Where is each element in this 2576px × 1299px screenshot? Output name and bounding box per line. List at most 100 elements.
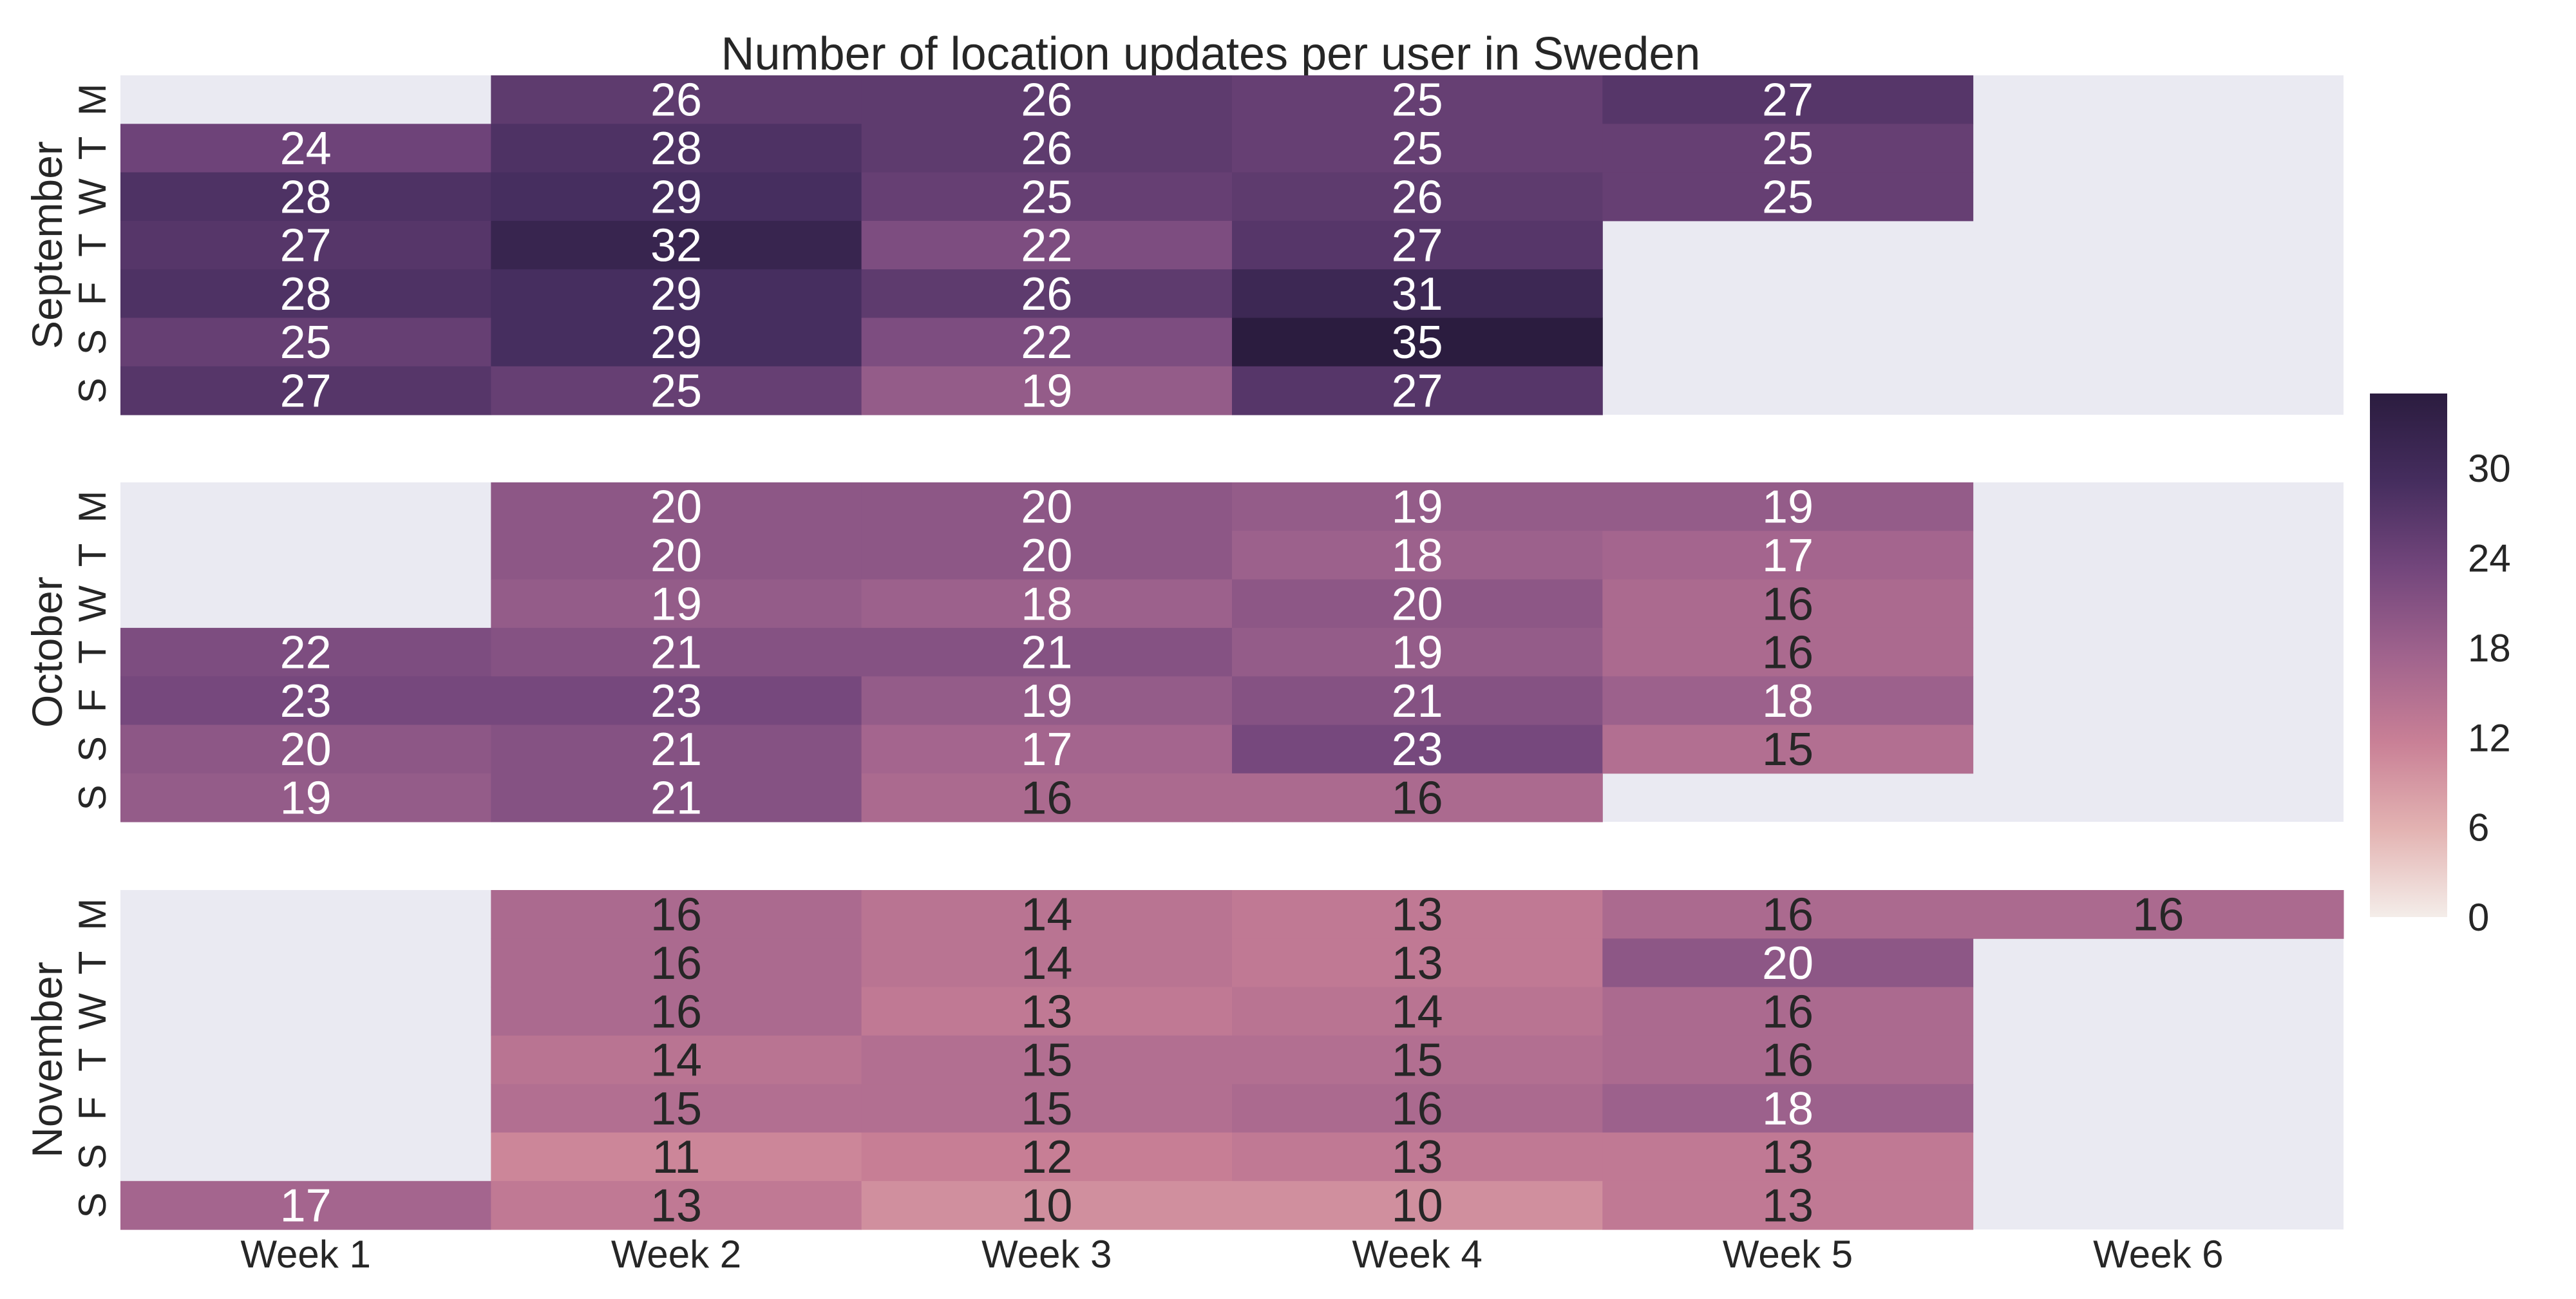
heatmap-cell xyxy=(1232,1035,1603,1085)
cell-value-label: 16 xyxy=(650,889,702,941)
cell-value-label: 26 xyxy=(650,75,702,126)
day-label: W xyxy=(71,993,114,1030)
heatmap-cell xyxy=(491,1132,862,1182)
heatmap-cell xyxy=(1602,124,1974,173)
heatmap-cell xyxy=(861,938,1233,988)
heatmap-cell xyxy=(491,725,862,774)
heatmap-cell xyxy=(1232,938,1603,988)
cell-value-label: 27 xyxy=(280,365,332,417)
heatmap-cell xyxy=(1973,890,2344,939)
heatmap-cell xyxy=(491,1084,862,1133)
cell-value-label: 28 xyxy=(280,269,332,320)
heatmap-cell xyxy=(491,579,862,629)
day-label: S xyxy=(71,784,114,810)
heatmap-cell xyxy=(1232,172,1603,222)
heatmap-cell xyxy=(1602,938,1974,988)
cell-value-label: 17 xyxy=(1021,724,1072,775)
cell-value-label: 21 xyxy=(650,772,702,824)
heatmap-cell xyxy=(491,220,862,270)
cell-value-label: 14 xyxy=(1021,889,1072,941)
cell-value-label: 32 xyxy=(650,220,702,272)
cell-value-label: 18 xyxy=(1762,1083,1814,1135)
heatmap-cell xyxy=(491,773,862,822)
cell-value-label: 14 xyxy=(1021,938,1072,989)
cell-value-label: 16 xyxy=(1392,1083,1443,1135)
cell-value-label: 19 xyxy=(650,578,702,630)
colorbar-tick-label: 18 xyxy=(2468,627,2511,670)
cell-value-label: 21 xyxy=(1021,627,1072,679)
heatmap-cell xyxy=(1232,1180,1603,1230)
heatmap-cell xyxy=(861,773,1233,822)
heatmap-cell xyxy=(1232,1084,1603,1133)
heatmap-cell xyxy=(120,676,491,725)
heatmap-cell xyxy=(1602,75,1974,124)
cell-value-label: 16 xyxy=(1021,772,1072,824)
x-tick-label: Week 2 xyxy=(611,1233,741,1276)
cell-value-label: 16 xyxy=(1762,578,1814,630)
cell-value-label: 11 xyxy=(652,1132,701,1183)
colorbar-tick-label: 0 xyxy=(2468,896,2489,939)
cell-value-label: 27 xyxy=(1392,220,1443,272)
heatmap-cell xyxy=(491,938,862,988)
heatmap-cell xyxy=(1602,987,1974,1036)
cell-value-label: 25 xyxy=(1762,123,1814,175)
heatmap-cell xyxy=(120,773,491,822)
heatmap-cell xyxy=(1232,531,1603,580)
cell-value-label: 13 xyxy=(1392,889,1443,941)
heatmap-cell xyxy=(491,987,862,1036)
heatmap-cell xyxy=(1602,627,1974,677)
heatmap-cell xyxy=(861,482,1233,531)
heatmap-cell xyxy=(861,1084,1233,1133)
cell-value-label: 17 xyxy=(280,1180,332,1231)
heatmap-cell xyxy=(1232,725,1603,774)
month-label: September xyxy=(23,141,71,349)
heatmap-cell xyxy=(861,124,1233,173)
colorbar-tick-label: 24 xyxy=(2468,537,2511,580)
heatmap-cell xyxy=(861,366,1233,415)
cell-value-label: 14 xyxy=(650,1035,702,1086)
cell-value-label: 16 xyxy=(1762,1035,1814,1086)
heatmap-cell xyxy=(861,531,1233,580)
cell-value-label: 25 xyxy=(1392,75,1443,126)
cell-value-label: 24 xyxy=(280,123,332,175)
heatmap-cell xyxy=(491,366,862,415)
cell-value-label: 23 xyxy=(280,676,332,727)
heatmap-cell xyxy=(861,890,1233,939)
colorbar: 0 6 12 18 24 30 xyxy=(2370,393,2511,939)
cell-value-label: 13 xyxy=(1392,1132,1443,1183)
cell-value-label: 13 xyxy=(1762,1180,1814,1231)
heatmap-cell xyxy=(1232,987,1603,1036)
cell-value-label: 23 xyxy=(650,676,702,727)
cell-value-label: 13 xyxy=(650,1180,702,1231)
cell-value-label: 28 xyxy=(280,171,332,223)
x-tick-label: Week 1 xyxy=(241,1233,371,1276)
day-label: W xyxy=(71,585,114,622)
heatmap-cell xyxy=(120,318,491,367)
day-label: T xyxy=(71,1048,114,1072)
day-label: S xyxy=(71,329,114,355)
cell-value-label: 25 xyxy=(1021,171,1072,223)
x-tick-label: Week 5 xyxy=(1723,1233,1853,1276)
x-tick-label: Week 6 xyxy=(2093,1233,2223,1276)
heatmap-cell xyxy=(861,627,1233,677)
month-label: November xyxy=(23,962,71,1157)
heatmap-cell xyxy=(120,172,491,222)
day-label: T xyxy=(71,137,114,160)
heatmap-cell xyxy=(120,627,491,677)
cell-value-label: 26 xyxy=(1021,75,1072,126)
cell-value-label: 16 xyxy=(1762,986,1814,1038)
heatmap-cell xyxy=(1602,1180,1974,1230)
heatmap-cell xyxy=(120,366,491,415)
day-label: T xyxy=(71,544,114,567)
heatmap-cell xyxy=(491,531,862,580)
cell-value-label: 16 xyxy=(650,938,702,989)
heatmap-cell xyxy=(861,318,1233,367)
heatmap-cell xyxy=(120,1180,491,1230)
cell-value-label: 18 xyxy=(1392,530,1443,582)
heatmap-cell xyxy=(861,987,1233,1036)
heatmap-cell xyxy=(491,676,862,725)
cell-value-label: 35 xyxy=(1392,317,1443,368)
